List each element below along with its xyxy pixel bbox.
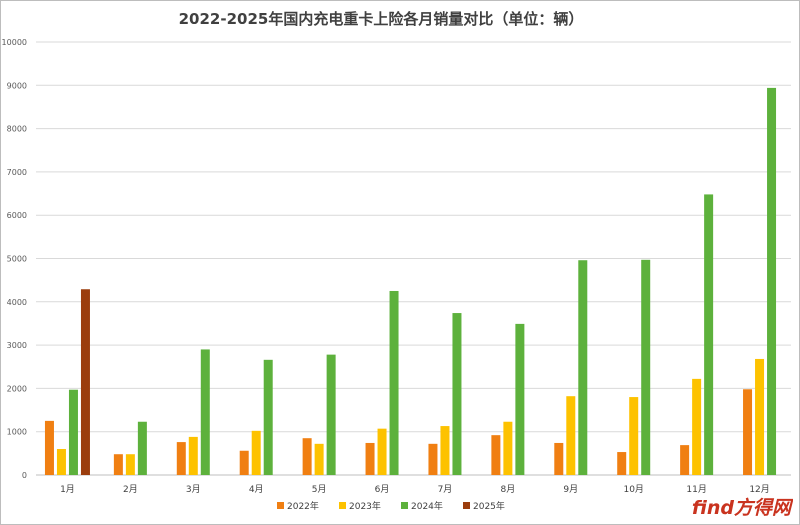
legend-swatch (401, 502, 408, 509)
legend: 2022年 2023年 2024年 2025年 (277, 500, 505, 512)
bar-2023年-10月 (629, 397, 639, 475)
bar-2022年-1月 (44, 420, 54, 475)
y-axis-ticks: 0 1000 2000 3000 4000 5000 6000 7000 8000 9000 100… (2, 38, 27, 480)
x-tick-label: 3月 (186, 484, 201, 495)
bar-2022年-4月 (239, 450, 249, 475)
watermark-text: find方得网 (692, 497, 793, 519)
legend-swatch (277, 502, 284, 509)
legend-label: 2024年 (411, 500, 443, 512)
bar-2024年-8月 (515, 323, 525, 475)
y-tick-label: 4000 (7, 298, 27, 307)
bar-2025年-1月 (80, 289, 90, 475)
bar-2023年-9月 (566, 396, 576, 475)
bar-2022年-3月 (176, 442, 186, 475)
bar-2024年-9月 (578, 260, 588, 475)
bar-2023年-8月 (503, 421, 513, 475)
y-tick-label: 1000 (7, 428, 27, 437)
chart-title: 2022-2025年国内充电重卡上险各月销量对比（单位：辆） (179, 10, 584, 28)
bar-2024年-6月 (389, 290, 399, 475)
bar-2023年-5月 (314, 443, 324, 475)
bar-2022年-8月 (491, 435, 501, 475)
bar-2024年-11月 (704, 194, 714, 475)
bar-2024年-1月 (68, 389, 78, 475)
x-tick-label: 4月 (249, 484, 264, 495)
bar-2022年-9月 (554, 442, 564, 475)
y-tick-label: 2000 (7, 384, 27, 393)
bar-2024年-4月 (263, 359, 273, 475)
x-tick-label: 7月 (438, 484, 453, 495)
legend-swatch (339, 502, 346, 509)
bar-2022年-11月 (680, 445, 690, 475)
x-tick-label: 6月 (375, 484, 390, 495)
bar-2022年-10月 (617, 452, 627, 475)
x-tick-label: 2月 (123, 484, 138, 495)
x-tick-label: 10月 (623, 484, 643, 495)
x-tick-label: 12月 (749, 484, 769, 495)
legend-swatch (463, 502, 470, 509)
x-tick-label: 9月 (563, 484, 578, 495)
x-axis-ticks: 1月 2月 3月 4月 5月 6月 7月 8月 9月 10月 11月 12月 (60, 484, 770, 495)
bar-2023年-3月 (188, 436, 198, 475)
x-tick-label: 11月 (686, 484, 706, 495)
y-tick-label: 8000 (7, 125, 27, 134)
bar-2023年-11月 (692, 378, 702, 475)
x-tick-label: 5月 (312, 484, 327, 495)
bar-2022年-5月 (302, 438, 312, 475)
bar-2022年-12月 (743, 389, 753, 475)
bar-2023年-6月 (377, 428, 387, 475)
bar-2023年-7月 (440, 426, 450, 475)
bar-2024年-2月 (137, 421, 147, 475)
y-tick-label: 5000 (7, 255, 27, 264)
bar-2023年-4月 (251, 430, 261, 475)
legend-label: 2025年 (473, 500, 505, 512)
y-tick-label: 3000 (7, 341, 27, 350)
find-logo-watermark: find方得网 (692, 497, 793, 519)
y-tick-label: 9000 (7, 81, 27, 90)
bars (44, 87, 777, 475)
bar-2023年-1月 (56, 449, 66, 475)
bar-2023年-2月 (125, 454, 135, 475)
x-tick-label: 8月 (501, 484, 516, 495)
y-tick-label: 7000 (7, 168, 27, 177)
x-tick-label: 1月 (60, 484, 75, 495)
bar-2023年-12月 (755, 358, 765, 475)
bar-2022年-2月 (113, 454, 123, 475)
bar-2022年-7月 (428, 443, 438, 475)
bar-2024年-7月 (452, 313, 462, 475)
bar-2024年-10月 (641, 259, 651, 475)
legend-label: 2023年 (349, 500, 381, 512)
y-tick-label: 0 (22, 471, 27, 480)
y-tick-label: 6000 (7, 211, 27, 220)
grid-lines (36, 41, 791, 476)
legend-label: 2022年 (287, 500, 319, 512)
bar-2024年-12月 (767, 87, 777, 475)
y-tick-label: 10000 (2, 38, 27, 47)
bar-2022年-6月 (365, 442, 375, 475)
bar-2024年-5月 (326, 354, 336, 475)
bar-2024年-3月 (200, 349, 210, 475)
